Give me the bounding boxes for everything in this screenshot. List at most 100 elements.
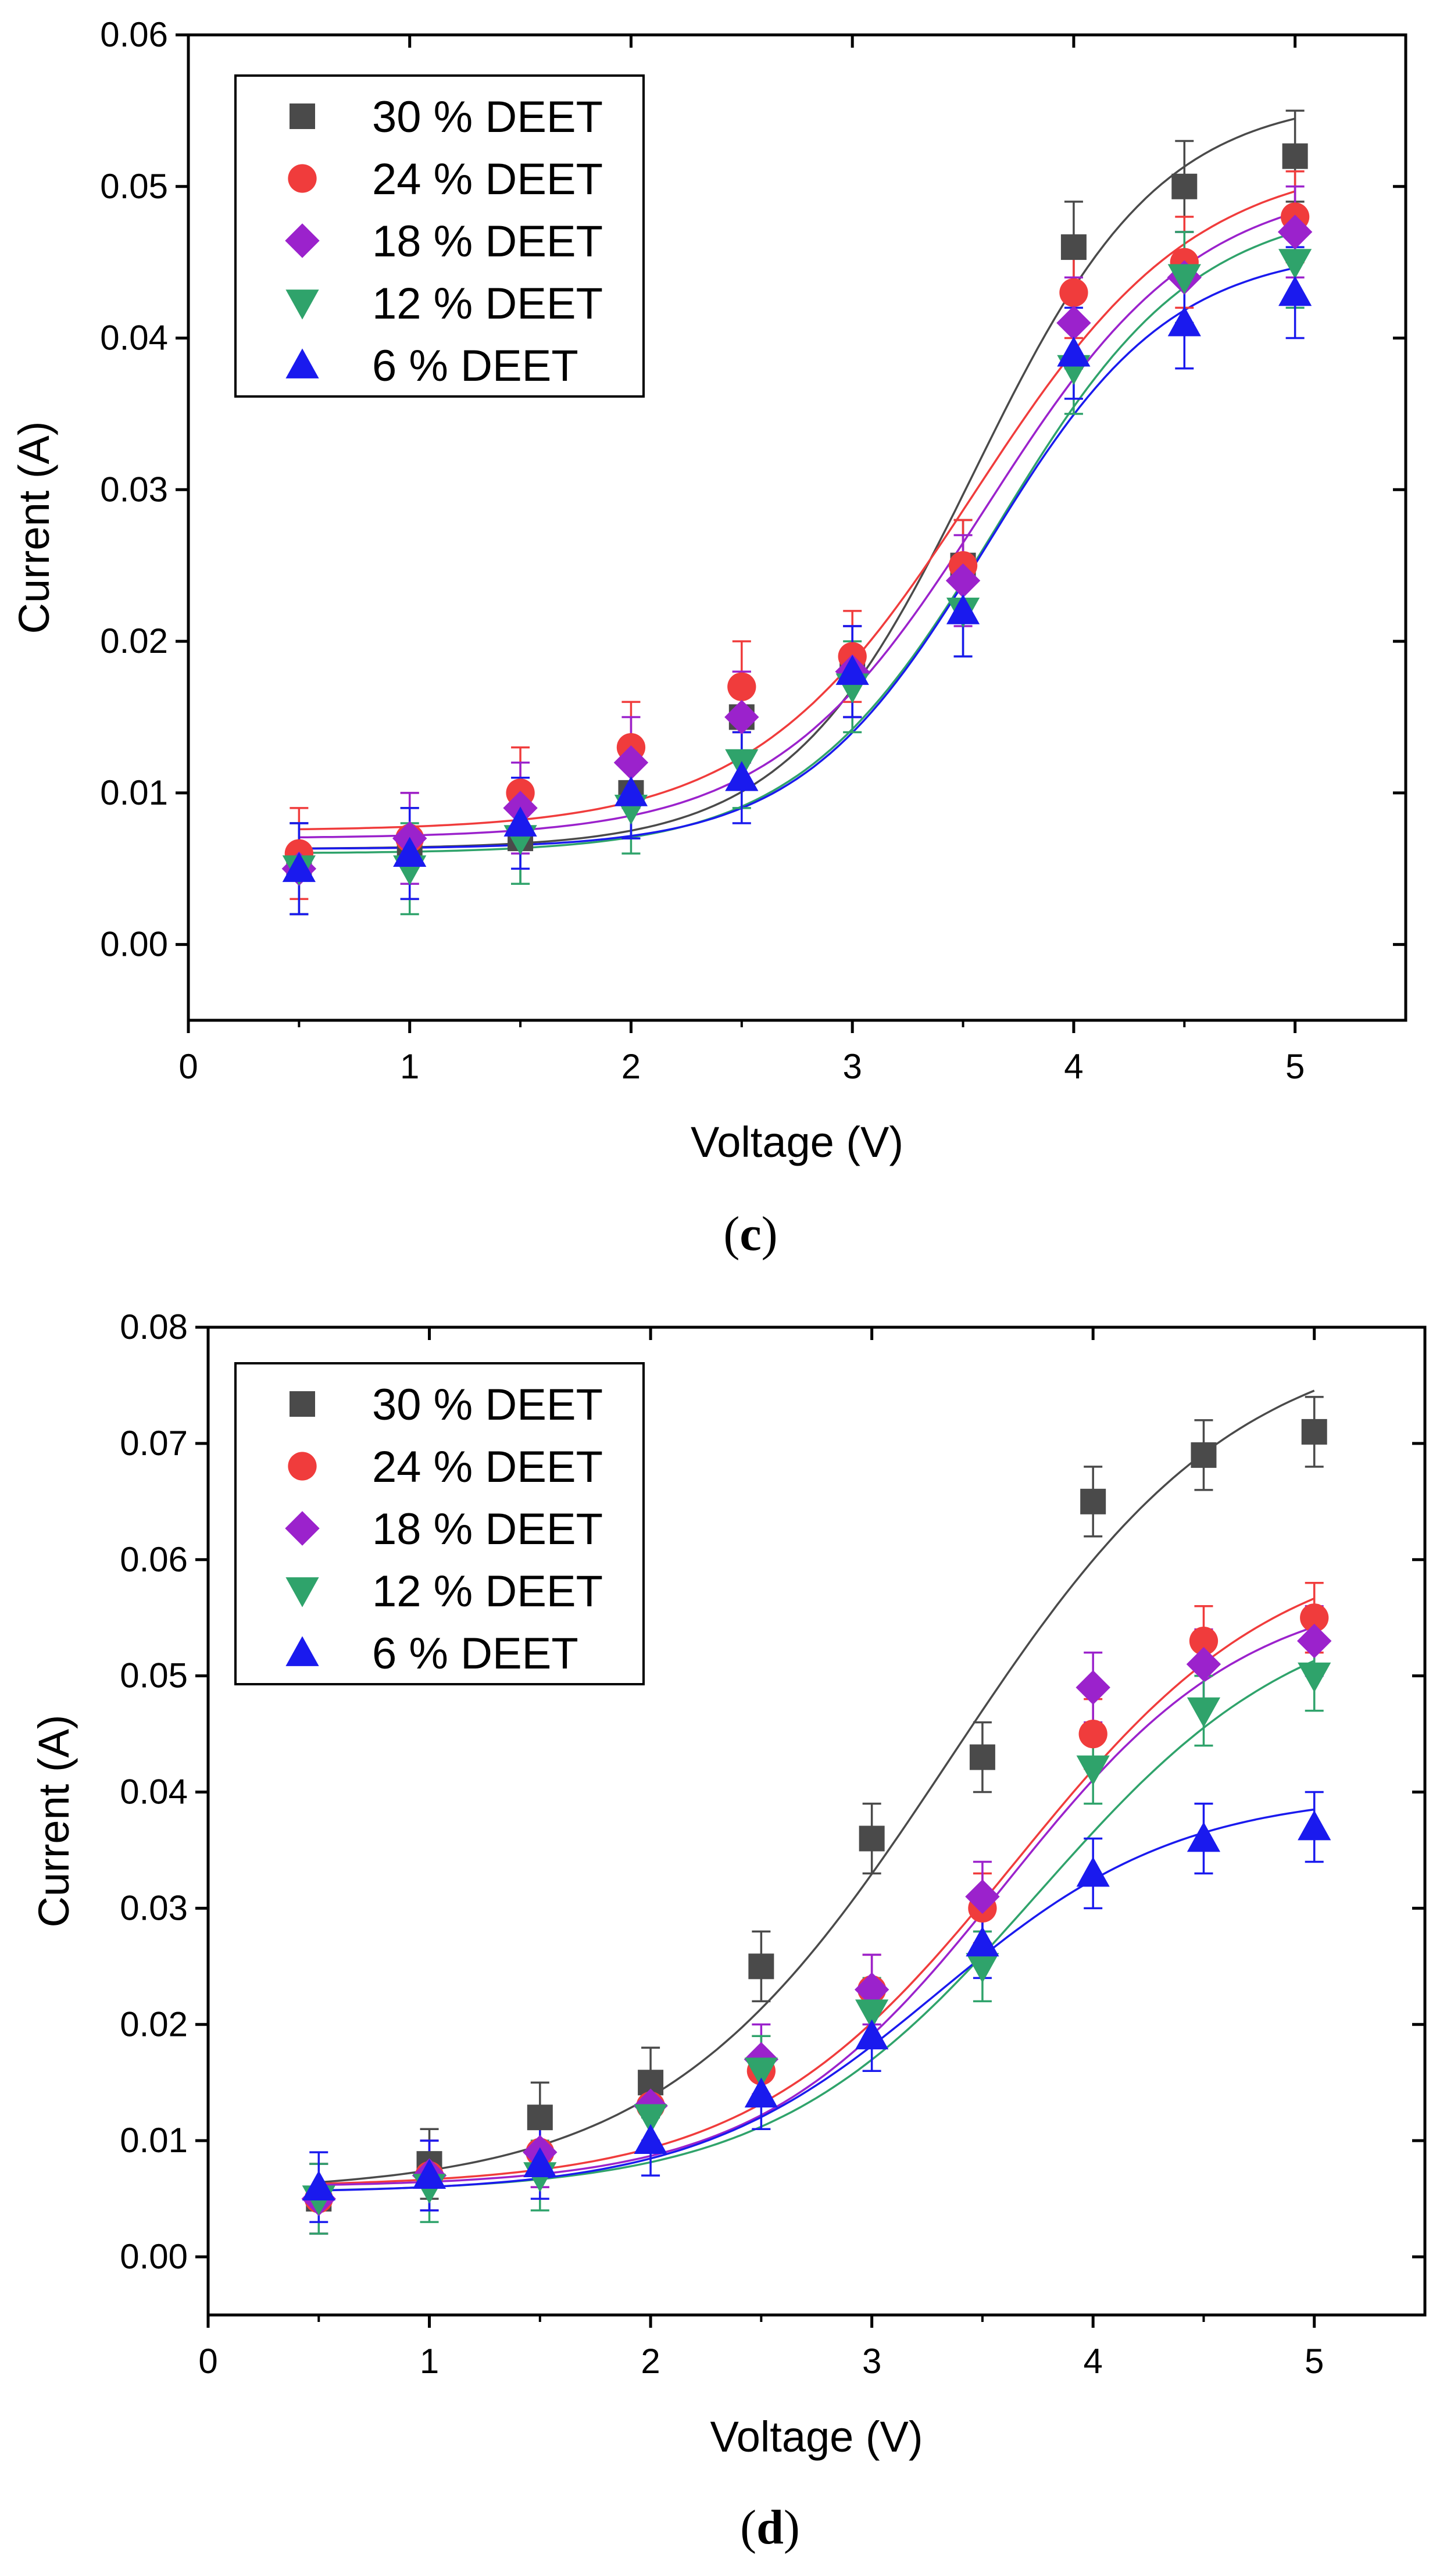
legend-marker — [290, 1391, 315, 1417]
y-tick-label: 0.05 — [100, 167, 168, 206]
data-point — [1167, 306, 1201, 337]
legend-marker — [288, 164, 317, 193]
legend-marker — [285, 1511, 320, 1546]
data-point — [1278, 276, 1312, 306]
legend-marker — [285, 290, 319, 320]
data-point — [1171, 173, 1198, 199]
data-point — [1167, 264, 1201, 294]
legend-label: 12 % DEET — [372, 279, 603, 328]
x-tick-label: 0 — [198, 2342, 217, 2381]
data-point — [724, 699, 759, 735]
x-tick-label: 1 — [400, 1047, 419, 1086]
x-tick-label: 5 — [1305, 2342, 1324, 2381]
y-tick-label: 0.05 — [120, 1656, 188, 1695]
data-point — [855, 2019, 889, 2050]
data-point — [393, 837, 427, 867]
legend-label: 30 % DEET — [372, 1380, 603, 1430]
legend-marker — [285, 223, 320, 258]
y-tick-label: 0.00 — [120, 2237, 188, 2276]
legend-label: 12 % DEET — [372, 1567, 603, 1616]
data-point — [1298, 1662, 1331, 1693]
y-tick-label: 0.00 — [100, 925, 168, 964]
x-tick-label: 0 — [178, 1047, 198, 1086]
x-tick-label: 3 — [842, 1047, 862, 1086]
data-point — [835, 655, 869, 685]
chart-panel-c: 0 1 2 3 4 5 0.00 0.01 0.02 0.03 0.04 0.05 0.06 Voltag… — [10, 15, 1407, 1261]
data-point — [1078, 1719, 1107, 1749]
x-tick-label: 3 — [862, 2342, 881, 2381]
data-point — [1189, 1627, 1219, 1656]
y-tick-label: 0.07 — [120, 1424, 188, 1463]
data-point — [748, 1953, 774, 1980]
x-tick-label: 2 — [621, 1047, 641, 1086]
data-point — [969, 1744, 995, 1770]
data-point — [1300, 1603, 1329, 1632]
y-axis-title: Current (A) — [30, 1715, 78, 1928]
data-point — [1191, 1442, 1217, 1468]
data-point — [1076, 1856, 1110, 1887]
y-tick-label: 0.02 — [120, 2005, 188, 2043]
x-axis-title: Voltage (V) — [710, 2413, 923, 2461]
legend-label: 6 % DEET — [372, 341, 578, 391]
x-tick-label: 1 — [420, 2342, 439, 2381]
data-point — [966, 1953, 999, 1983]
fit-curve — [299, 212, 1296, 839]
data-point — [1057, 337, 1091, 367]
legend-label: 18 % DEET — [372, 217, 603, 266]
data-point — [1297, 1623, 1332, 1659]
data-point — [1080, 1488, 1106, 1514]
data-point — [1187, 1821, 1221, 1852]
legend-label: 18 % DEET — [372, 1505, 603, 1554]
data-point — [1277, 215, 1313, 249]
legend-label: 6 % DEET — [372, 1629, 578, 1678]
data-point — [1187, 1697, 1221, 1728]
fit-curve — [299, 190, 1296, 831]
legend-label: 30 % DEET — [372, 92, 603, 142]
chart-panel-d: 0 1 2 3 4 5 0.00 0.01 0.02 0.03 0.04 0.05 0.06 0.07 0.… — [30, 1307, 1427, 2554]
fit-curve — [319, 1808, 1314, 2192]
fit-curve — [319, 1625, 1315, 2186]
y-tick-label: 0.08 — [120, 1307, 188, 1346]
data-point — [1076, 1755, 1110, 1786]
data-point — [855, 1999, 889, 2030]
data-point — [854, 1972, 889, 2007]
y-tick-label: 0.01 — [120, 2121, 188, 2160]
fit-curve — [299, 231, 1296, 854]
data-point — [1301, 1419, 1327, 1445]
legend-label: 24 % DEET — [372, 155, 603, 204]
data-point — [1298, 1810, 1331, 1841]
y-tick-label: 0.06 — [100, 15, 168, 54]
data-point — [725, 761, 759, 791]
data-point — [1278, 249, 1312, 279]
x-tick-label: 4 — [1083, 2342, 1102, 2381]
data-point — [1186, 1646, 1221, 1682]
data-point — [412, 2159, 446, 2189]
legend-marker — [285, 348, 319, 378]
data-point — [614, 776, 648, 806]
data-point — [945, 563, 981, 598]
data-point — [1056, 305, 1091, 341]
y-axis-title: Current (A) — [10, 421, 58, 634]
data-point — [744, 2077, 778, 2108]
fit-curve — [319, 1660, 1315, 2192]
data-point — [1059, 278, 1088, 307]
panel-letter: c — [739, 1207, 761, 1261]
legend-label: 24 % DEET — [372, 1442, 603, 1492]
y-tick-label: 0.03 — [120, 1888, 188, 1927]
data-point — [1060, 234, 1087, 260]
panel-caption: (c) — [723, 1207, 777, 1261]
panel-caption: (d) — [740, 2500, 800, 2554]
y-tick-label: 0.03 — [100, 470, 168, 509]
data-point — [527, 2105, 553, 2131]
data-point — [727, 672, 756, 701]
data-point — [503, 806, 537, 837]
fit-curve — [299, 266, 1295, 850]
data-point — [302, 2170, 335, 2201]
y-tick-label: 0.04 — [120, 1773, 188, 1812]
x-axis-title: Voltage (V) — [691, 1118, 903, 1166]
x-tick-label: 5 — [1285, 1047, 1305, 1086]
plot-frame — [206, 1325, 1427, 2317]
data-point — [634, 2104, 667, 2134]
legend-marker — [290, 103, 315, 129]
